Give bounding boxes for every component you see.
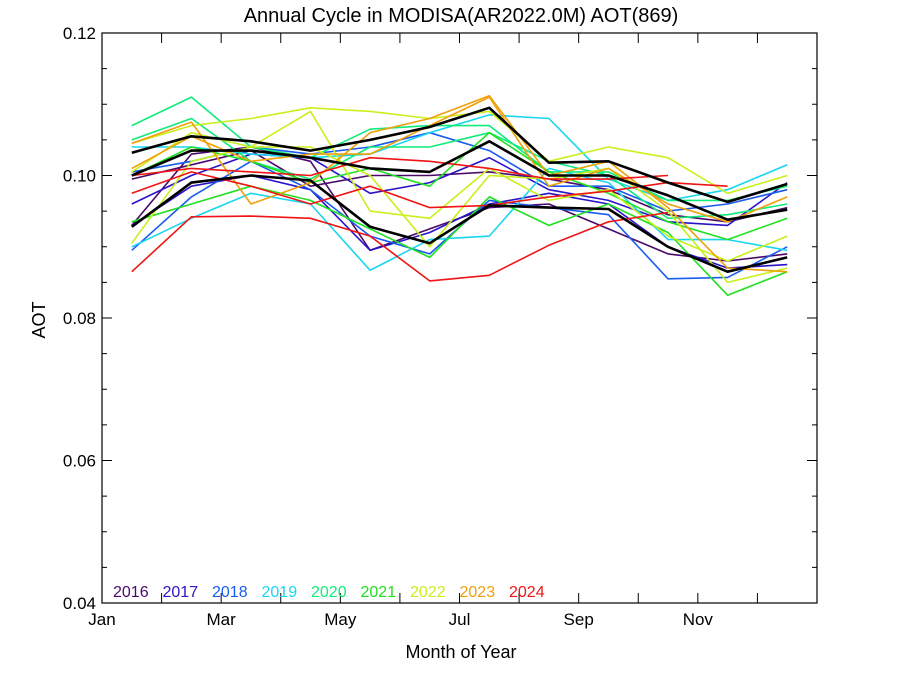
legend-item-2024: 2024 [509, 584, 545, 601]
plot-area-frame [101, 32, 818, 604]
series-line-2024 [131, 156, 669, 180]
x-tick-label: Jan [88, 610, 115, 629]
series-lines [131, 94, 788, 297]
series-line-2023 [131, 96, 788, 223]
legend-item-2021: 2021 [361, 584, 397, 601]
x-axis-label: Month of Year [405, 642, 516, 662]
x-tick-label: Mar [207, 610, 237, 629]
mean-series-line [131, 140, 788, 221]
legend-item-2017: 2017 [163, 584, 199, 601]
series-line-2022 [131, 131, 788, 284]
chart-title: Annual Cycle in MODISA(AR2022.0M) AOT(86… [244, 5, 679, 27]
y-tick-label: 0.10 [63, 167, 96, 186]
legend-item-2016: 2016 [113, 584, 149, 601]
mean-series-line [131, 174, 788, 274]
series-line-2024 [131, 211, 669, 282]
series-line-2023 [131, 94, 788, 273]
y-tick-label: 0.08 [63, 309, 96, 328]
series-line-2021 [131, 131, 788, 241]
x-tick-label: Sep [564, 610, 594, 629]
x-tick-label: Jul [449, 610, 471, 629]
series-line-2024 [131, 171, 728, 209]
series-line-2018 [131, 131, 788, 212]
x-tick-label: Nov [683, 610, 714, 629]
x-tick-label: May [324, 610, 357, 629]
legend-item-2023: 2023 [460, 584, 496, 601]
y-tick-label: 0.04 [63, 594, 96, 613]
legend: 2016 2017 2018 2019 2020 2021 2022 2023 2024 [113, 584, 545, 601]
legend-item-2022: 2022 [410, 584, 446, 601]
legend-item-2018: 2018 [212, 584, 248, 601]
legend-item-2019: 2019 [262, 584, 298, 601]
legend-item-2020: 2020 [311, 584, 347, 601]
y-tick-label: 0.06 [63, 452, 96, 471]
tick-labels: Jan Mar May Jul Sep Nov 0.04 0.06 0.08 0.10 0.12 [63, 24, 714, 629]
mean-series-line [131, 106, 788, 204]
y-axis-label: AOT [29, 301, 49, 338]
series-line-2022 [131, 107, 788, 195]
y-tick-label: 0.12 [63, 24, 96, 43]
